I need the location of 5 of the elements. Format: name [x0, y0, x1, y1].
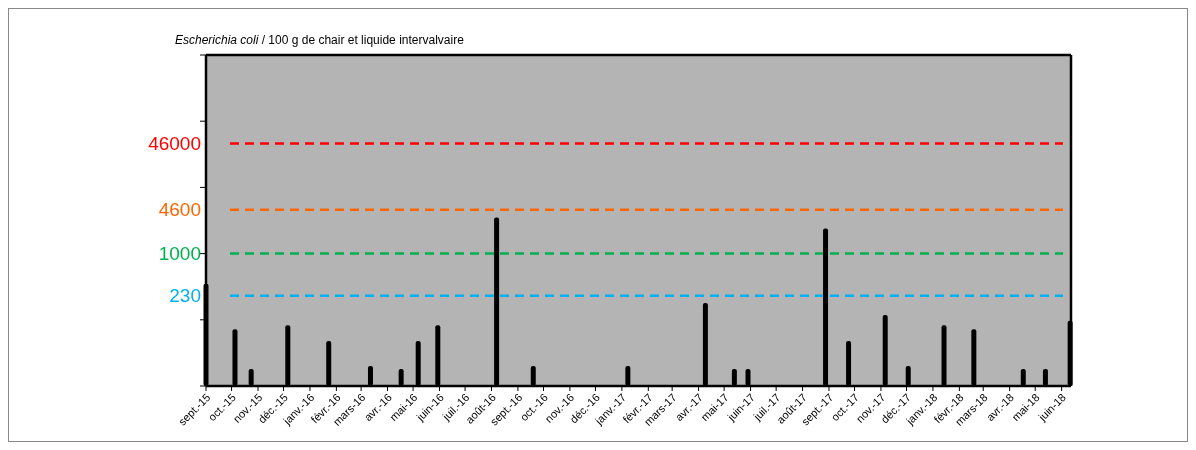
chart-title: Escherichia coli / 100 g de chair et liquide intervalvaire — [175, 33, 465, 47]
y-tick-label: 230 — [169, 284, 201, 306]
y-tick-label: 4600 — [158, 198, 201, 220]
y-tick-label: 46000 — [148, 132, 201, 154]
y-tick-label: 1000 — [158, 242, 201, 264]
